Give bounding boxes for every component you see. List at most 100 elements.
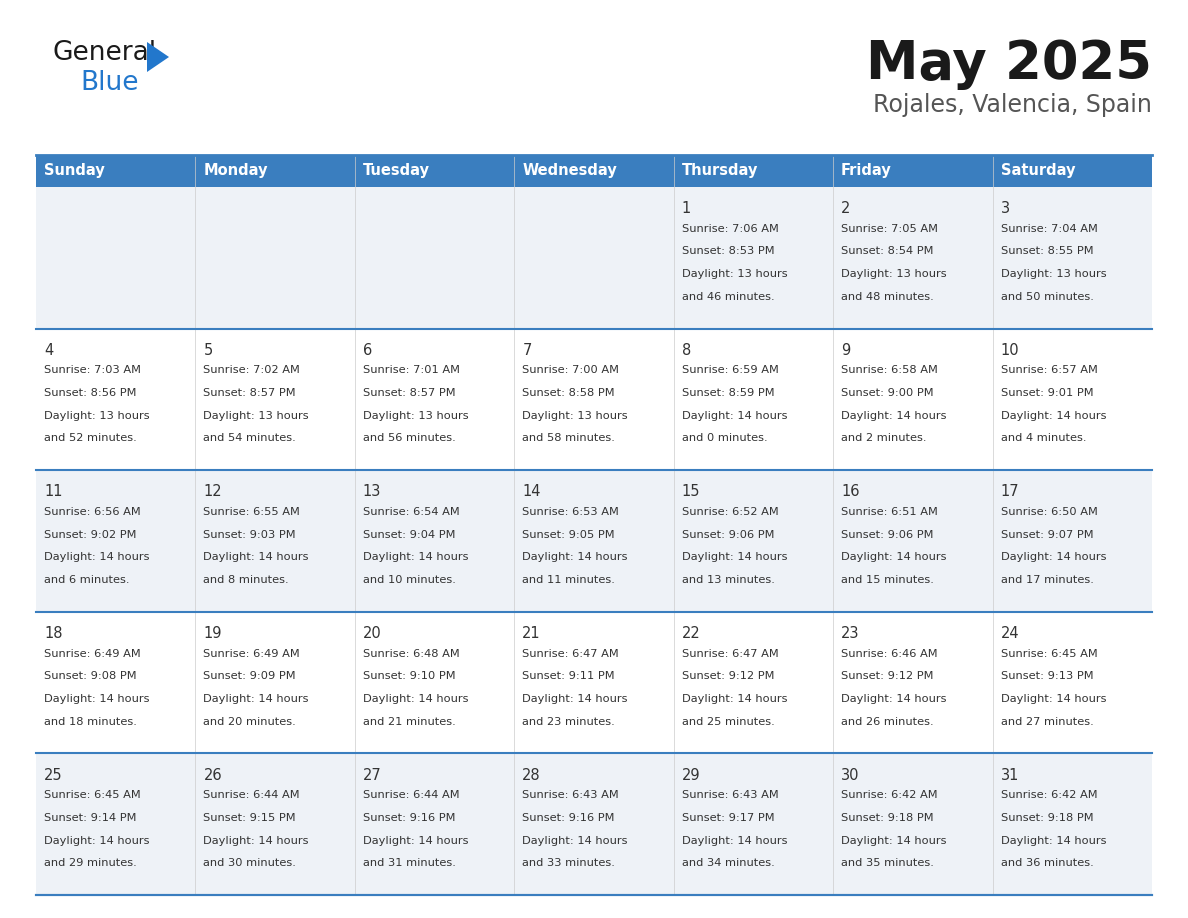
- Bar: [36, 611, 1152, 754]
- Text: Sunset: 8:58 PM: Sunset: 8:58 PM: [523, 388, 615, 398]
- Text: Daylight: 14 hours: Daylight: 14 hours: [682, 835, 788, 845]
- Text: and 36 minutes.: and 36 minutes.: [1000, 858, 1093, 868]
- Text: Sunrise: 7:00 AM: Sunrise: 7:00 AM: [523, 365, 619, 375]
- Text: Sunrise: 6:57 AM: Sunrise: 6:57 AM: [1000, 365, 1098, 375]
- Bar: [36, 155, 196, 187]
- Text: Sunrise: 6:56 AM: Sunrise: 6:56 AM: [44, 507, 140, 517]
- Text: Sunrise: 6:53 AM: Sunrise: 6:53 AM: [523, 507, 619, 517]
- Text: Sunday: Sunday: [44, 163, 105, 178]
- Text: Sunset: 9:16 PM: Sunset: 9:16 PM: [523, 812, 614, 823]
- Text: and 46 minutes.: and 46 minutes.: [682, 292, 775, 302]
- Text: Sunset: 9:14 PM: Sunset: 9:14 PM: [44, 812, 137, 823]
- Text: Sunset: 9:08 PM: Sunset: 9:08 PM: [44, 671, 137, 681]
- Text: General: General: [52, 40, 156, 66]
- Bar: [36, 754, 1152, 895]
- Text: and 18 minutes.: and 18 minutes.: [44, 717, 137, 726]
- Text: 9: 9: [841, 342, 851, 358]
- Text: Daylight: 14 hours: Daylight: 14 hours: [1000, 694, 1106, 704]
- Text: 29: 29: [682, 767, 700, 782]
- Text: Sunrise: 7:03 AM: Sunrise: 7:03 AM: [44, 365, 141, 375]
- Text: Daylight: 14 hours: Daylight: 14 hours: [523, 694, 627, 704]
- Bar: [674, 155, 833, 187]
- Text: 14: 14: [523, 485, 541, 499]
- Text: and 4 minutes.: and 4 minutes.: [1000, 433, 1086, 443]
- Bar: [36, 329, 1152, 470]
- Text: Wednesday: Wednesday: [523, 163, 617, 178]
- Text: Daylight: 14 hours: Daylight: 14 hours: [523, 553, 627, 563]
- Bar: [36, 187, 1152, 329]
- Text: Daylight: 14 hours: Daylight: 14 hours: [841, 694, 947, 704]
- Text: and 30 minutes.: and 30 minutes.: [203, 858, 296, 868]
- Text: and 25 minutes.: and 25 minutes.: [682, 717, 775, 726]
- Text: Sunrise: 6:44 AM: Sunrise: 6:44 AM: [203, 790, 301, 800]
- Text: and 13 minutes.: and 13 minutes.: [682, 575, 775, 585]
- Text: Daylight: 14 hours: Daylight: 14 hours: [1000, 553, 1106, 563]
- Text: Sunrise: 6:55 AM: Sunrise: 6:55 AM: [203, 507, 301, 517]
- Text: Sunset: 9:17 PM: Sunset: 9:17 PM: [682, 812, 775, 823]
- Text: 27: 27: [362, 767, 381, 782]
- Text: 17: 17: [1000, 485, 1019, 499]
- Text: Sunset: 9:10 PM: Sunset: 9:10 PM: [362, 671, 455, 681]
- Text: Sunrise: 6:42 AM: Sunrise: 6:42 AM: [841, 790, 937, 800]
- Text: and 48 minutes.: and 48 minutes.: [841, 292, 934, 302]
- Text: 30: 30: [841, 767, 860, 782]
- Text: and 20 minutes.: and 20 minutes.: [203, 717, 296, 726]
- Text: Sunrise: 6:47 AM: Sunrise: 6:47 AM: [523, 649, 619, 658]
- Text: and 17 minutes.: and 17 minutes.: [1000, 575, 1093, 585]
- Text: and 35 minutes.: and 35 minutes.: [841, 858, 934, 868]
- Text: 7: 7: [523, 342, 532, 358]
- Text: Daylight: 14 hours: Daylight: 14 hours: [44, 694, 150, 704]
- Text: Sunset: 8:55 PM: Sunset: 8:55 PM: [1000, 246, 1093, 256]
- Text: 1: 1: [682, 201, 691, 216]
- Text: Sunset: 9:09 PM: Sunset: 9:09 PM: [203, 671, 296, 681]
- Text: Daylight: 13 hours: Daylight: 13 hours: [523, 410, 628, 420]
- Text: Daylight: 14 hours: Daylight: 14 hours: [841, 553, 947, 563]
- Text: and 0 minutes.: and 0 minutes.: [682, 433, 767, 443]
- Text: and 10 minutes.: and 10 minutes.: [362, 575, 456, 585]
- Text: Sunset: 9:03 PM: Sunset: 9:03 PM: [203, 530, 296, 540]
- Text: 26: 26: [203, 767, 222, 782]
- Text: and 34 minutes.: and 34 minutes.: [682, 858, 775, 868]
- Text: Daylight: 14 hours: Daylight: 14 hours: [841, 410, 947, 420]
- Text: and 15 minutes.: and 15 minutes.: [841, 575, 934, 585]
- Text: Sunrise: 7:06 AM: Sunrise: 7:06 AM: [682, 224, 778, 234]
- Text: Sunset: 9:12 PM: Sunset: 9:12 PM: [682, 671, 775, 681]
- Text: Daylight: 14 hours: Daylight: 14 hours: [841, 835, 947, 845]
- Text: Sunrise: 6:51 AM: Sunrise: 6:51 AM: [841, 507, 939, 517]
- Text: Sunset: 8:57 PM: Sunset: 8:57 PM: [362, 388, 455, 398]
- Text: Daylight: 14 hours: Daylight: 14 hours: [362, 553, 468, 563]
- Text: Monday: Monday: [203, 163, 268, 178]
- Text: 31: 31: [1000, 767, 1019, 782]
- Text: Sunset: 8:59 PM: Sunset: 8:59 PM: [682, 388, 775, 398]
- Text: Sunrise: 6:42 AM: Sunrise: 6:42 AM: [1000, 790, 1098, 800]
- Text: 28: 28: [523, 767, 541, 782]
- Text: 5: 5: [203, 342, 213, 358]
- Text: Sunrise: 6:43 AM: Sunrise: 6:43 AM: [523, 790, 619, 800]
- Text: Sunset: 9:04 PM: Sunset: 9:04 PM: [362, 530, 455, 540]
- Text: Blue: Blue: [80, 70, 139, 96]
- Text: Daylight: 14 hours: Daylight: 14 hours: [203, 553, 309, 563]
- Text: 23: 23: [841, 626, 860, 641]
- Text: Sunrise: 7:04 AM: Sunrise: 7:04 AM: [1000, 224, 1098, 234]
- Text: Sunset: 9:02 PM: Sunset: 9:02 PM: [44, 530, 137, 540]
- Text: and 56 minutes.: and 56 minutes.: [362, 433, 455, 443]
- Text: Sunset: 9:13 PM: Sunset: 9:13 PM: [1000, 671, 1093, 681]
- Bar: [355, 155, 514, 187]
- Text: Sunrise: 6:44 AM: Sunrise: 6:44 AM: [362, 790, 460, 800]
- Text: Sunset: 9:06 PM: Sunset: 9:06 PM: [841, 530, 934, 540]
- Text: 3: 3: [1000, 201, 1010, 216]
- Text: Sunrise: 6:48 AM: Sunrise: 6:48 AM: [362, 649, 460, 658]
- Text: Daylight: 13 hours: Daylight: 13 hours: [1000, 269, 1106, 279]
- Text: Sunrise: 6:58 AM: Sunrise: 6:58 AM: [841, 365, 939, 375]
- Text: and 52 minutes.: and 52 minutes.: [44, 433, 137, 443]
- Text: Sunset: 9:05 PM: Sunset: 9:05 PM: [523, 530, 615, 540]
- Text: Sunrise: 6:54 AM: Sunrise: 6:54 AM: [362, 507, 460, 517]
- Text: Sunset: 8:53 PM: Sunset: 8:53 PM: [682, 246, 775, 256]
- Text: 10: 10: [1000, 342, 1019, 358]
- Text: 4: 4: [44, 342, 53, 358]
- Polygon shape: [147, 42, 169, 72]
- Text: Saturday: Saturday: [1000, 163, 1075, 178]
- Text: Daylight: 14 hours: Daylight: 14 hours: [682, 694, 788, 704]
- Text: Daylight: 13 hours: Daylight: 13 hours: [841, 269, 947, 279]
- Text: Sunset: 9:18 PM: Sunset: 9:18 PM: [1000, 812, 1093, 823]
